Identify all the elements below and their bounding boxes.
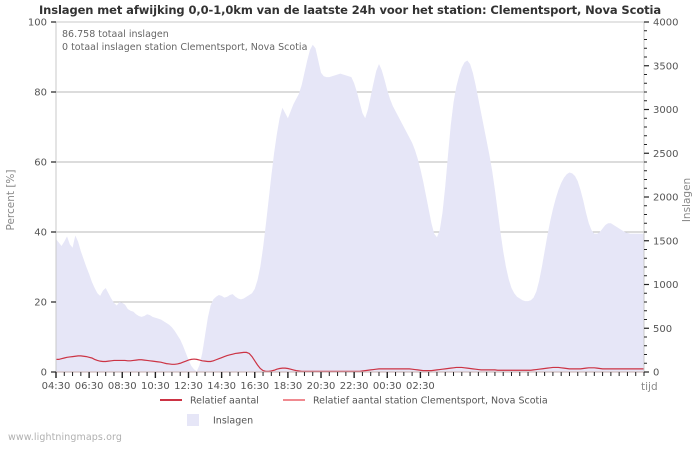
y2-tick-label: 1500 xyxy=(653,236,678,247)
y2-tick-label: 3500 xyxy=(653,61,678,72)
chart-title: Inslagen met afwijking 0,0-1,0km van de … xyxy=(38,3,662,17)
left-axis: 0 20 40 60 80 100 xyxy=(28,18,56,379)
annotation-total-strokes: 86.758 totaal inslagen xyxy=(62,29,169,40)
x-tick-label: 08:30 xyxy=(108,381,137,392)
x-tick-label: 14:30 xyxy=(207,381,236,392)
x-tick-label: 02:30 xyxy=(406,381,435,392)
y2-tick-label: 1000 xyxy=(653,280,678,291)
y-tick-label: 0 xyxy=(41,368,47,379)
y2-axis-title: Inslagen xyxy=(681,178,693,222)
legend-label: Relatief aantal xyxy=(190,396,259,407)
y2-tick-label: 2000 xyxy=(653,193,678,204)
y2-tick-label: 4000 xyxy=(653,18,678,29)
x-tick-label: 16:30 xyxy=(240,381,269,392)
area-path xyxy=(56,44,644,372)
x-tick-label: 22:30 xyxy=(340,381,369,392)
annotation-station-strokes: 0 totaal inslagen station Clementsport, … xyxy=(62,42,307,53)
y2-tick-label: 2500 xyxy=(653,149,678,160)
x-tick-label: 04:30 xyxy=(42,381,71,392)
y-tick-label: 80 xyxy=(34,88,47,99)
series-line-relatief-aantal xyxy=(56,351,644,372)
x-tick-label: 12:30 xyxy=(174,381,203,392)
y-axis-title: Percent [%] xyxy=(5,169,17,230)
x-tick-label: 10:30 xyxy=(141,381,170,392)
legend-label: Inslagen xyxy=(213,416,253,427)
y2-tick-label: 3000 xyxy=(653,105,678,116)
x-tick-label: 18:30 xyxy=(273,381,302,392)
x-tick-label: 20:30 xyxy=(307,381,336,392)
y2-tick-label: 0 xyxy=(653,368,659,379)
x-tick-label: 06:30 xyxy=(75,381,104,392)
y-tick-label: 60 xyxy=(34,158,47,169)
y-tick-label: 100 xyxy=(28,18,47,29)
bottom-axis: 04:30 06:30 08:30 10:30 12:30 14:30 16:30 18:30… xyxy=(42,372,645,392)
series-area-inslagen xyxy=(56,44,644,372)
chart-legend: Relatief aantal Relatief aantal station C… xyxy=(160,396,548,427)
watermark: www.lightningmaps.org xyxy=(8,432,122,443)
right-axis: 0 500 1000 1500 2000 2500 3000 3500 4000 xyxy=(644,18,678,379)
y-tick-label: 40 xyxy=(34,228,47,239)
legend-swatch xyxy=(187,414,199,426)
y-tick-label: 20 xyxy=(34,298,47,309)
x-tick-label: 00:30 xyxy=(373,381,402,392)
line-path xyxy=(56,351,644,372)
legend-label: Relatief aantal station Clementsport, No… xyxy=(313,396,548,407)
x-axis-title: tijd xyxy=(641,381,658,393)
y2-tick-label: 500 xyxy=(653,324,672,335)
